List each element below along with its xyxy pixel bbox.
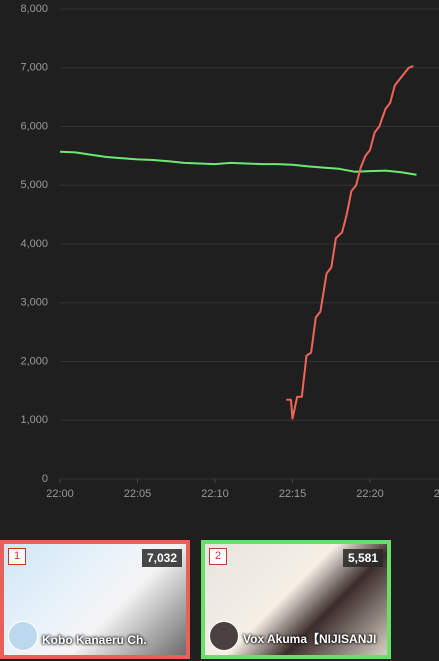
y-tick-label: 5,000 bbox=[20, 179, 48, 191]
x-tick-label: 22:00 bbox=[46, 488, 74, 500]
channel-name: Kobo Kanaeru Ch. bbox=[42, 633, 147, 647]
stream-card[interactable]: 1 7,032 Kobo Kanaeru Ch. bbox=[0, 540, 190, 659]
y-tick-label: 7,000 bbox=[20, 62, 48, 74]
y-tick-label: 1,000 bbox=[20, 414, 48, 426]
channel-name: Vox Akuma【NIJISANJI bbox=[243, 632, 377, 646]
y-tick-label: 0 bbox=[42, 473, 48, 485]
rank: 2 bbox=[209, 548, 227, 565]
y-tick-label: 4,000 bbox=[20, 238, 48, 250]
rank: 1 bbox=[8, 548, 26, 565]
viewer-count: 7,032 bbox=[141, 549, 182, 567]
x-tick-label: 22:05 bbox=[124, 488, 152, 500]
avatar bbox=[8, 621, 38, 651]
x-tick-label: 22:15 bbox=[279, 488, 307, 500]
y-tick-label: 3,000 bbox=[20, 297, 48, 309]
x-tick-label: 22:25 bbox=[434, 488, 439, 500]
stream-card[interactable]: 2 5,581 Vox Akuma【NIJISANJI bbox=[201, 540, 391, 659]
series-line bbox=[286, 65, 414, 420]
y-tick-label: 6,000 bbox=[20, 120, 48, 132]
viewer-count: 5,581 bbox=[342, 549, 383, 567]
y-tick-label: 2,000 bbox=[20, 355, 48, 367]
x-tick-label: 22:20 bbox=[356, 488, 384, 500]
series-line bbox=[59, 150, 417, 176]
y-tick-label: 8,000 bbox=[20, 3, 48, 15]
chart: 0 1,000 2,000 3,000 4,000 5,000 6,000 7,000 8,00… bbox=[20, 3, 439, 500]
avatar bbox=[209, 621, 239, 651]
x-tick-label: 22:10 bbox=[201, 488, 229, 500]
